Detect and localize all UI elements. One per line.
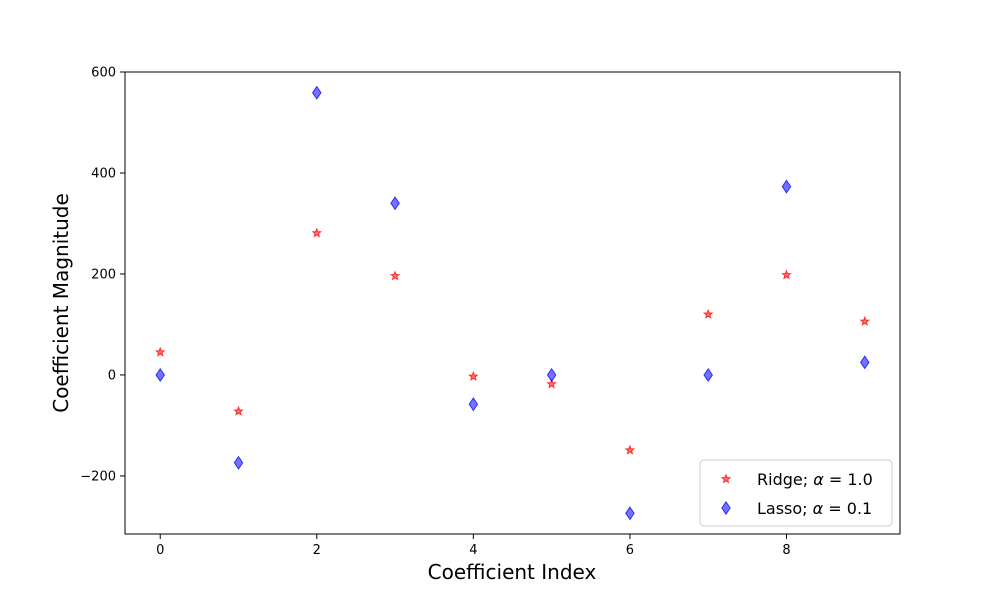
- y-tick-label: 0: [108, 368, 116, 383]
- ridge-point: [233, 405, 244, 416]
- lasso-point: [233, 455, 244, 470]
- legend-item: Lasso; α = 0.1: [721, 499, 872, 518]
- lasso-point: [859, 355, 870, 370]
- ridge-point: [154, 346, 166, 357]
- y-tick-label: 400: [91, 166, 116, 181]
- legend-marker: [720, 473, 732, 484]
- ridge-point: [311, 227, 323, 238]
- ridge-point: [468, 370, 479, 381]
- lasso-point: [155, 367, 166, 383]
- ridge-point: [624, 444, 636, 455]
- legend-label: Lasso; α = 0.1: [757, 499, 872, 518]
- series-lasso: [155, 85, 870, 521]
- x-tick-label: 6: [626, 543, 634, 558]
- lasso-point: [311, 85, 322, 100]
- ridge-point: [546, 378, 557, 389]
- lasso-point: [625, 506, 635, 521]
- legend-box: [699, 459, 893, 527]
- x-tick-label: 2: [313, 543, 321, 558]
- y-axis-label: Coefficient Magnitude: [49, 193, 73, 413]
- legend-marker: [721, 500, 731, 516]
- x-axis-label: Coefficient Index: [428, 560, 597, 584]
- lasso-point: [703, 367, 714, 383]
- ridge-point: [859, 315, 871, 326]
- y-tick-label: −200: [80, 469, 116, 484]
- lasso-point: [468, 397, 479, 412]
- series-ridge: [154, 227, 871, 455]
- x-tick-label: 0: [156, 543, 164, 558]
- lasso-point: [781, 179, 792, 194]
- x-tick-label: 8: [782, 543, 790, 558]
- plot-frame: [124, 71, 901, 535]
- x-tick-label: 4: [469, 543, 477, 558]
- ridge-point: [781, 269, 792, 280]
- y-axis: −200 0 200 400 600: [80, 66, 125, 484]
- legend-label: Ridge; α = 1.0: [757, 470, 873, 489]
- ridge-point: [389, 270, 401, 281]
- x-axis: 0 2 4 6 8: [156, 534, 791, 558]
- legend-item: Ridge; α = 1.0: [720, 470, 873, 489]
- ridge-point: [702, 308, 714, 319]
- lasso-point: [390, 196, 400, 211]
- lasso-point: [546, 367, 557, 383]
- data-points: [154, 85, 871, 521]
- legend: Ridge; α = 1.0 Lasso; α = 0.1: [699, 459, 893, 527]
- y-tick-label: 600: [91, 66, 116, 81]
- y-tick-label: 200: [91, 267, 116, 282]
